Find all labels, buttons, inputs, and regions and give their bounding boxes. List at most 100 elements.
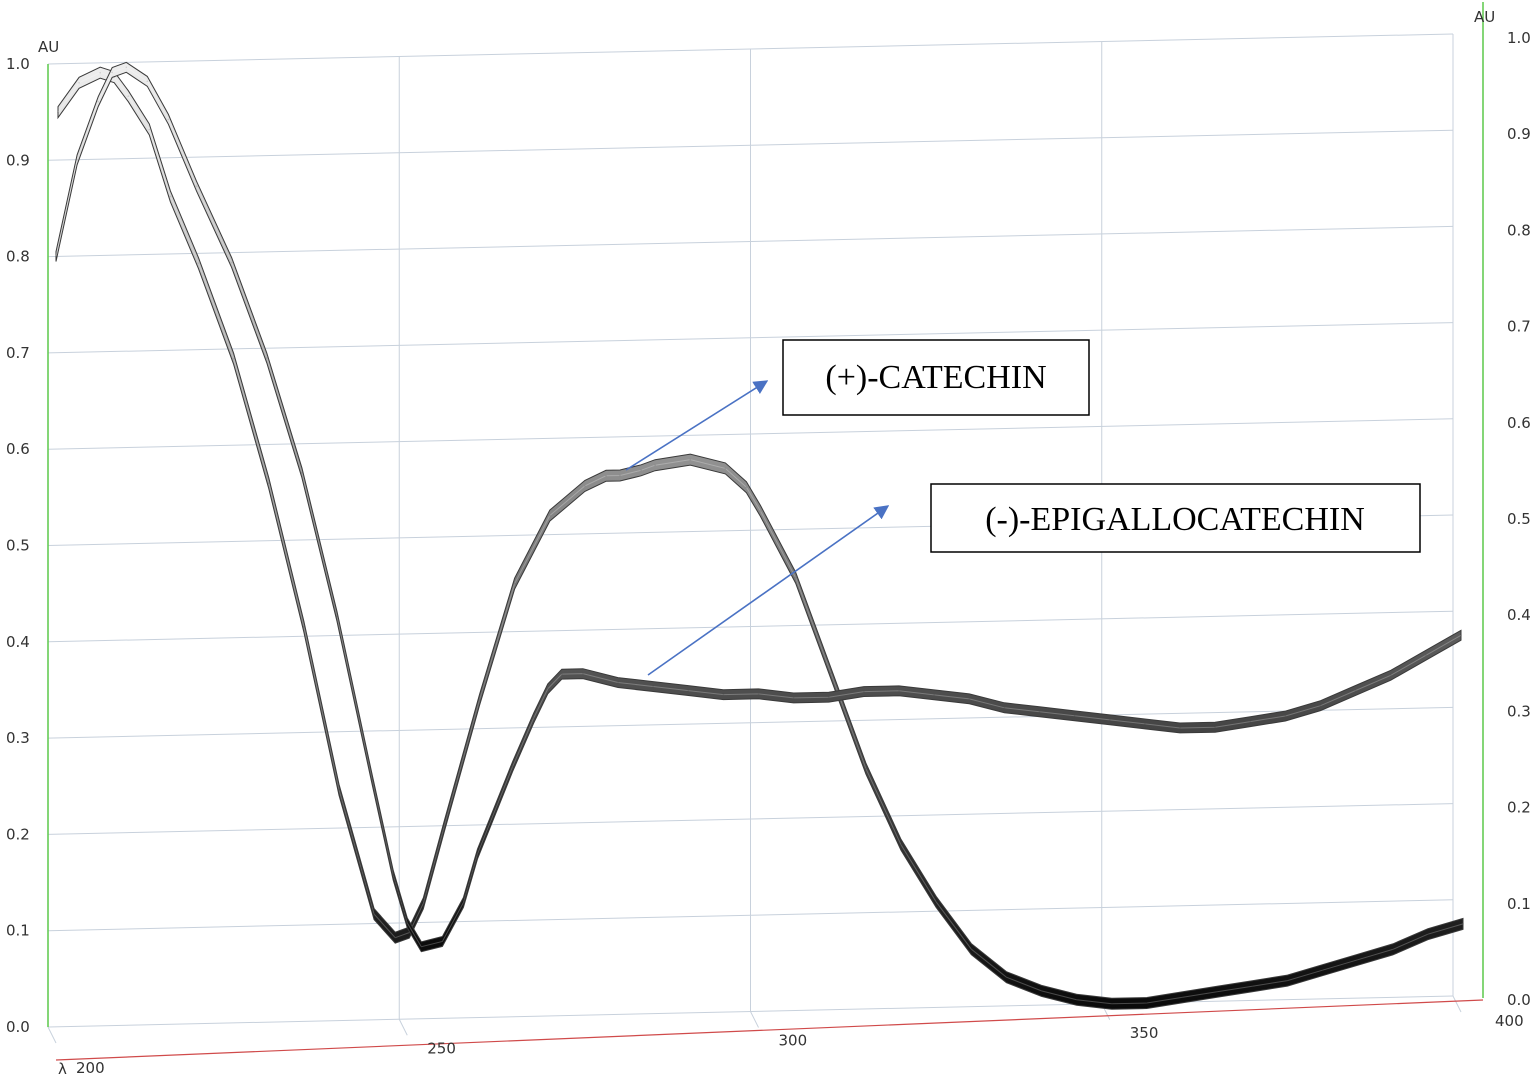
data-point: [1146, 1002, 1148, 1004]
data-point: [1040, 990, 1043, 992]
right-y-tick-label: 0.2: [1507, 799, 1531, 817]
x-tick-label: 250: [427, 1039, 456, 1057]
x-axis-title: λ: [58, 1060, 67, 1078]
callout-catechin: (+)-CATECHIN: [625, 339, 1090, 471]
data-point: [605, 475, 607, 477]
data-point: [371, 778, 373, 781]
left-y-tick-label: 1.0: [6, 55, 30, 73]
data-point: [1179, 727, 1181, 729]
data-point: [722, 693, 725, 696]
data-point: [1319, 704, 1322, 707]
data-point: [462, 901, 465, 904]
data-point: [57, 111, 59, 113]
depth-gridline: [398, 1019, 408, 1036]
data-point: [1216, 991, 1218, 993]
data-point: [724, 467, 727, 470]
data-point: [1392, 948, 1394, 951]
data-point: [338, 788, 340, 791]
right-y-tick-label: 0.6: [1507, 414, 1531, 432]
data-point: [99, 71, 101, 74]
axes: 0.0 0.1 0.2 0.3 0.4 0.5 0.6 0.7 0.8 0.9 1.0 0.0 0.1 0…: [6, 2, 1531, 1077]
right-axis-title: AU: [1474, 8, 1495, 26]
right-y-tick-label: 0.4: [1507, 606, 1531, 624]
data-point: [232, 357, 235, 360]
data-point: [1214, 726, 1216, 728]
callout-arrow-epigallocatechin: [647, 505, 890, 676]
data-point: [1286, 979, 1289, 982]
left-axis-title: AU: [38, 38, 59, 56]
data-point: [900, 844, 902, 846]
data-point: [167, 118, 170, 121]
data-point: [1249, 720, 1252, 723]
series-centerline: [55, 66, 1462, 948]
right-y-tick-label: 0.3: [1507, 702, 1531, 720]
series-band: [57, 66, 1464, 1010]
data-point: [195, 185, 198, 187]
data-point: [1354, 689, 1357, 692]
data-point: [127, 95, 130, 97]
data-point: [125, 66, 128, 69]
data-point: [336, 615, 338, 618]
left-y-tick-label: 0.3: [6, 729, 30, 747]
data-point: [532, 717, 535, 719]
series-centerline: [57, 72, 1464, 1005]
data-point: [654, 464, 656, 467]
data-point: [689, 458, 692, 461]
right-y-tick-label: 1.0: [1507, 29, 1531, 47]
data-point: [1321, 969, 1324, 971]
data-point: [266, 357, 268, 359]
data-point: [549, 514, 551, 517]
data-point: [146, 80, 149, 83]
data-point: [392, 874, 395, 876]
data-point: [148, 128, 151, 131]
callout-box-catechin: [782, 339, 1090, 416]
data-point: [757, 693, 760, 695]
series-band: [55, 61, 1462, 953]
data-point: [547, 688, 549, 690]
data-point: [640, 469, 642, 472]
data-point: [443, 825, 446, 827]
data-point: [478, 699, 481, 701]
callout-label-catechin: (+)-CATECHIN: [825, 359, 1046, 396]
data-point: [111, 71, 113, 74]
left-y-tick-label: 0.4: [6, 633, 30, 651]
data-point: [561, 673, 563, 675]
x-tick-label: 300: [779, 1032, 808, 1050]
data-point: [1460, 634, 1462, 637]
data-point: [78, 82, 80, 84]
left-y-tick-label: 0.9: [6, 151, 30, 169]
data-point: [1425, 654, 1427, 657]
data-point: [1251, 985, 1254, 987]
data-point: [169, 195, 172, 198]
data-point: [1284, 715, 1287, 717]
data-point: [794, 576, 797, 579]
data-point: [652, 685, 654, 688]
data-point: [476, 853, 479, 855]
data-point: [394, 936, 397, 939]
data-point: [1111, 1003, 1113, 1005]
left-y-tick-label: 0.2: [6, 825, 30, 843]
data-point: [1109, 719, 1111, 721]
data-point: [1427, 933, 1429, 935]
data-point: [863, 690, 865, 693]
data-point: [830, 672, 832, 674]
right-y-tick-label: 0.8: [1507, 221, 1531, 239]
series-ribbon-catechin: [57, 66, 1464, 1010]
data-point: [1144, 723, 1146, 725]
data-point: [76, 159, 78, 161]
data-point: [970, 948, 973, 950]
data-point: [865, 767, 867, 770]
data-point: [584, 485, 586, 487]
data-point: [1181, 996, 1183, 999]
x-tick-label: 200: [76, 1059, 105, 1077]
data-point: [441, 940, 444, 943]
data-point: [687, 689, 690, 692]
depth-gridline: [750, 1011, 759, 1028]
data-point: [933, 694, 935, 696]
data-point: [268, 482, 270, 485]
data-point: [1390, 674, 1392, 677]
data-point: [55, 255, 57, 258]
data-point: [406, 922, 409, 924]
left-y-tick-label: 0.0: [6, 1018, 30, 1036]
